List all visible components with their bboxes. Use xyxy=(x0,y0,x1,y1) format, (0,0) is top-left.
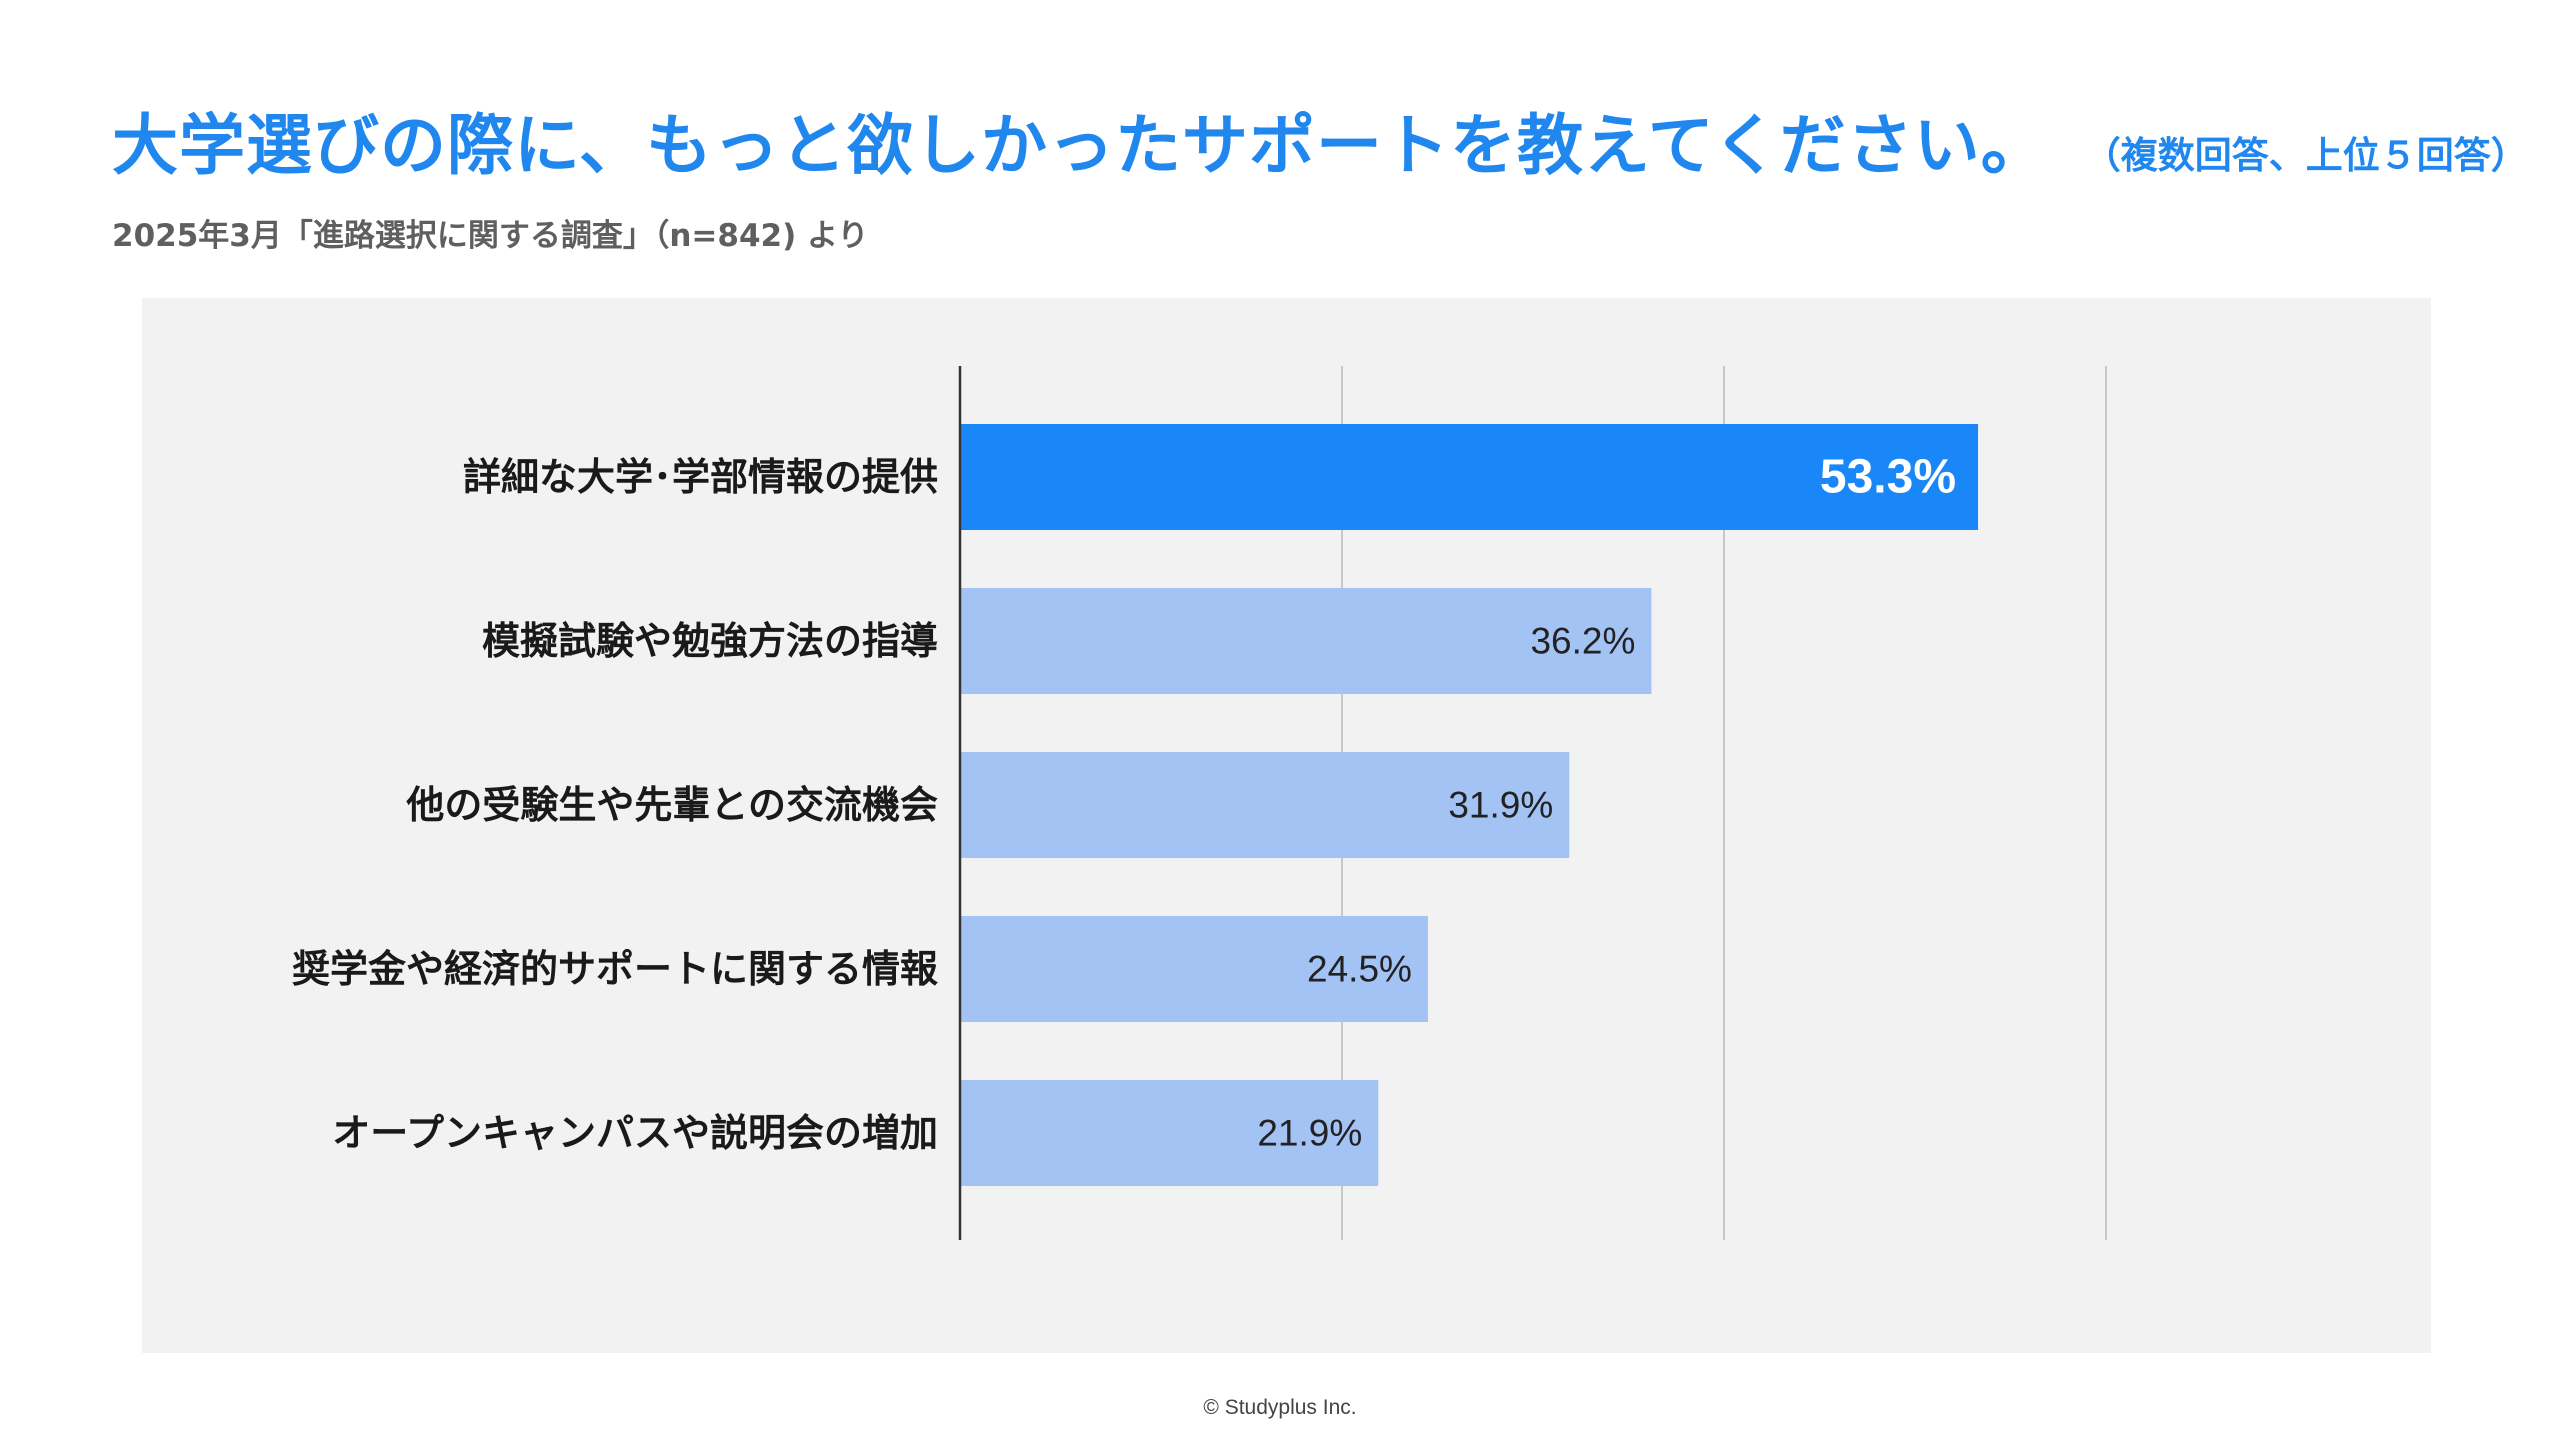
value-label-1: 53.3% xyxy=(1820,451,1956,504)
value-label-5: 21.9% xyxy=(1257,1113,1362,1154)
category-label-5: オープンキャンパスや説明会の増加 xyxy=(332,1111,938,1155)
chart-title: 大学選びの際に、もっと欲しかったサポートを教えてください。 xyxy=(112,107,2048,184)
bar-chart: 詳細な大学･学部情報の提供 53.3% 模擬試験や勉強方法の指導 36.2% 他の受験生… xyxy=(292,366,2107,1240)
category-label-2: 模擬試験や勉強方法の指導 xyxy=(482,619,938,663)
title-row: 大学選びの際に、もっと欲しかったサポートを教えてください。 （複数回答、上位５回… xyxy=(112,92,2528,192)
bar-4 xyxy=(960,916,1428,1022)
bar-5 xyxy=(960,1080,1379,1186)
value-label-4: 24.5% xyxy=(1307,949,1412,990)
copyright-footer: © Studyplus Inc. xyxy=(1203,1396,1357,1419)
category-label-3: 他の受験生や先輩との交流機会 xyxy=(405,783,938,827)
category-label-1: 詳細な大学･学部情報の提供 xyxy=(463,455,938,499)
chart-title-note: （複数回答、上位５回答） xyxy=(2083,134,2528,177)
bar-3 xyxy=(960,752,1570,858)
category-label-4: 奨学金や経済的サポートに関する情報 xyxy=(292,947,938,991)
bar-2 xyxy=(960,588,1652,694)
value-label-3: 31.9% xyxy=(1448,785,1553,826)
bar-1 xyxy=(960,424,1979,530)
chart-subtitle: 2025年3月「進路選択に関する調査」（n=842) より xyxy=(112,218,869,254)
value-label-2: 36.2% xyxy=(1530,621,1635,662)
chart-panel: 詳細な大学･学部情報の提供 53.3% 模擬試験や勉強方法の指導 36.2% 他の受験生… xyxy=(142,298,2431,1353)
